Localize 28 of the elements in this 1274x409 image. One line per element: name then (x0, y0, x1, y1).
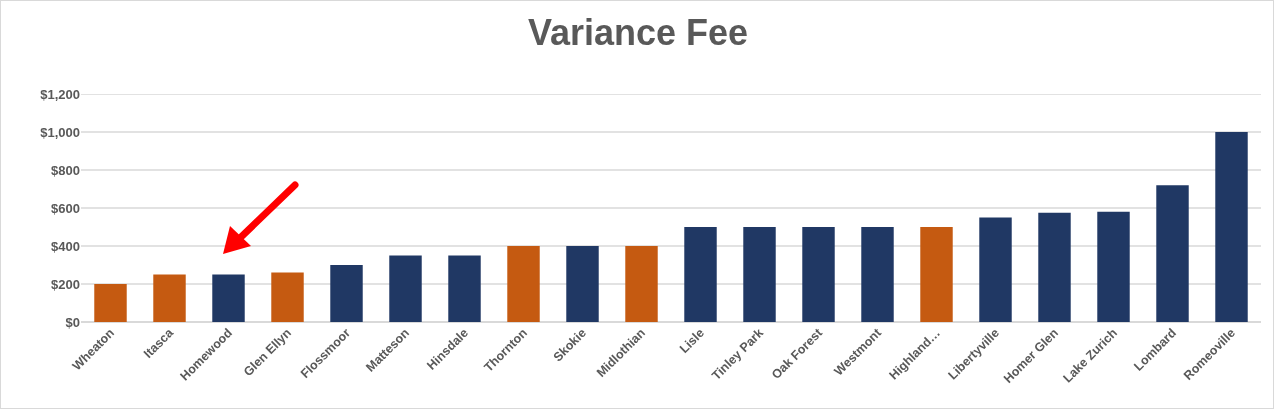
y-tick-label: $600 (51, 200, 80, 216)
bar (389, 255, 422, 322)
bar (271, 272, 304, 322)
bar (330, 265, 363, 322)
chart-title: Variance Fee (527, 11, 749, 53)
bar (861, 227, 894, 322)
bar (979, 217, 1012, 322)
bar (507, 246, 540, 322)
bar (153, 274, 186, 322)
y-tick-label: $1,000 (40, 124, 80, 140)
bar (1156, 185, 1189, 322)
bar (1215, 132, 1248, 322)
bar (94, 284, 127, 322)
y-tick-label: $800 (51, 162, 80, 178)
y-tick-label: $1,200 (40, 86, 80, 102)
y-tick-label: $400 (51, 238, 80, 254)
bar (1038, 212, 1071, 322)
bar (448, 255, 481, 322)
bar (212, 274, 245, 322)
y-tick-label: $0 (65, 314, 80, 330)
bar (802, 227, 835, 322)
bar (566, 246, 599, 322)
bar (743, 227, 776, 322)
bar (920, 227, 953, 322)
bar (625, 246, 658, 322)
y-tick-label: $200 (51, 276, 80, 292)
bar (684, 227, 717, 322)
bar (1097, 211, 1130, 322)
